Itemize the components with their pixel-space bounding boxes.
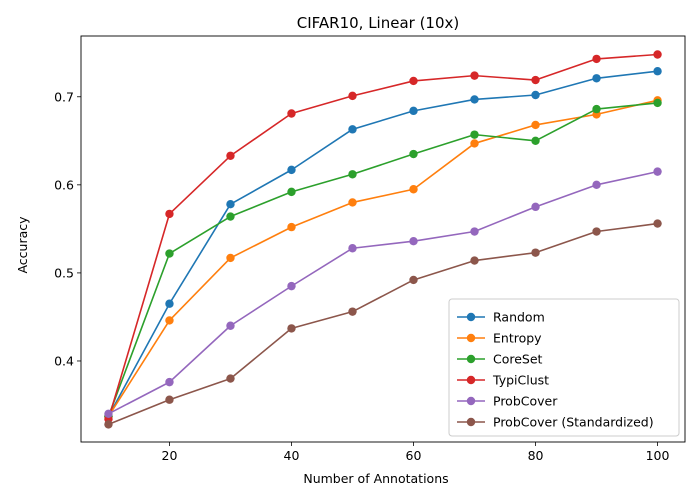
data-point [165,377,174,387]
series-line [107,70,658,417]
legend-label: ProbCover [493,394,558,409]
plot-area [104,50,662,429]
data-point [165,249,174,258]
y-tick-label: 0.4 [54,353,74,368]
legend-label: TypiClust [492,373,549,388]
data-point [592,104,601,114]
data-point [348,125,357,134]
data-point [653,219,662,228]
legend-swatch-marker [466,417,476,427]
data-point [653,67,662,76]
y-tick-label: 0.5 [54,265,74,280]
legend-label: CoreSet [493,352,543,367]
legend-swatch-marker [466,312,476,322]
data-point [348,170,357,179]
series-line [107,102,658,417]
legend: Random Entropy CoreSet TypiClust ProbCover Pr… [448,298,680,437]
data-point [531,90,540,100]
legend-swatch-marker [466,375,476,385]
series-typiclust [104,50,662,424]
data-point [470,139,479,148]
x-tick-label: 100 [646,448,670,463]
x-tick-label: 60 [406,448,422,463]
data-point [104,409,113,419]
x-tick-label: 20 [162,448,178,463]
data-point [348,91,357,101]
data-point [409,185,418,194]
legend-item: CoreSet [457,352,543,367]
data-point [470,227,479,236]
legend-item: ProbCover (Standardized) [457,415,654,430]
data-point [470,130,479,139]
data-point [653,50,662,59]
data-point [409,149,418,159]
data-point [592,180,601,190]
legend-label: Entropy [493,331,542,346]
legend-swatch-marker [466,333,476,343]
axes-frame [80,35,686,443]
data-point [348,307,357,316]
data-point [531,75,540,85]
legend-item: TypiClust [457,373,549,388]
y-tick-label: 0.6 [54,177,74,192]
series-line [107,99,658,417]
data-point [531,202,540,212]
x-axis-label: Number of Annotations [303,471,448,486]
data-point [653,98,662,108]
series-line [108,170,658,415]
series-probcover [104,167,662,419]
data-point [348,244,357,253]
legend-item: Entropy [457,331,542,346]
data-point [653,167,662,176]
data-point [409,106,418,116]
legend-label: Random [493,310,545,325]
data-point [226,151,235,160]
data-point [165,316,174,325]
data-point [592,54,601,64]
series-probcover-standardized [104,219,662,429]
data-point [226,253,235,263]
data-point [531,120,540,130]
data-point [592,74,601,83]
data-point [226,212,235,221]
data-point [226,374,235,383]
series-line [107,53,658,420]
data-point [165,209,174,219]
data-point [165,299,174,308]
data-point [287,281,296,291]
data-point [287,165,296,175]
y-tick-label: 0.7 [54,89,74,104]
data-point [226,200,235,209]
data-point [409,275,418,285]
legend-swatch-marker [466,396,476,406]
data-point [592,227,601,236]
data-point [531,136,540,146]
data-point [165,395,174,404]
data-point [287,324,296,333]
axis-ticks: 20 40 60 80 100 0.4 0.5 0.6 0.7 [54,89,669,463]
legend-box [448,298,680,437]
legend-item: Random [457,310,545,325]
data-point [287,109,296,118]
legend-swatch-marker [466,354,476,364]
legend-label: ProbCover (Standardized) [493,415,654,430]
data-point [470,71,479,80]
chart-title: CIFAR10, Linear (10x) [297,14,460,32]
series-line [108,222,658,426]
data-point [470,95,479,104]
data-point [287,222,296,232]
data-point [104,420,113,429]
x-tick-label: 80 [528,448,544,463]
x-tick-label: 40 [284,448,300,463]
data-point [470,256,479,265]
data-point [531,248,540,257]
data-point [409,237,418,246]
data-point [226,321,235,330]
data-point [348,198,357,207]
y-axis-label: Accuracy [15,216,30,274]
legend-item: ProbCover [457,394,558,409]
data-point [409,76,418,86]
data-point [287,187,296,197]
